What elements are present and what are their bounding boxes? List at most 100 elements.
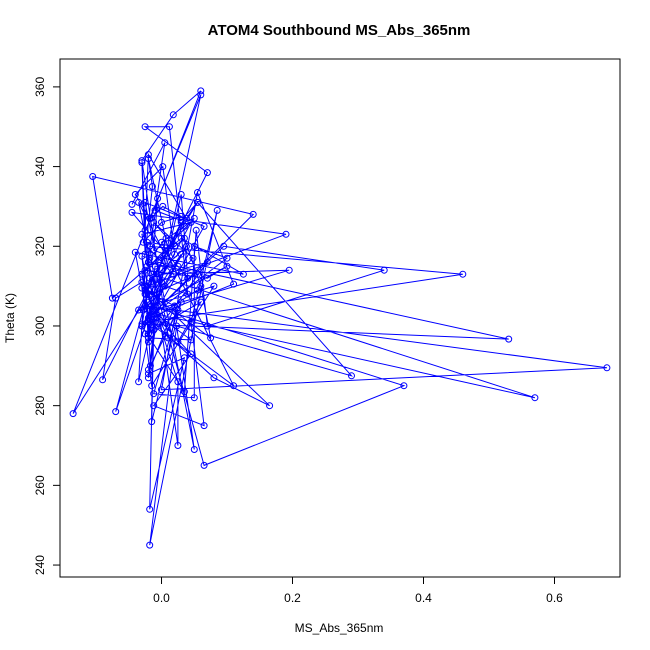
series-layer: [69, 87, 611, 549]
data-point: [230, 382, 238, 390]
data-point: [190, 242, 198, 250]
data-point: [190, 394, 198, 402]
y-tick-label: 260: [33, 475, 47, 495]
data-point: [223, 262, 231, 270]
data-point: [141, 266, 149, 274]
data-point: [128, 200, 136, 208]
data-point: [148, 418, 156, 426]
data-point: [99, 376, 107, 384]
x-tick-label: 0.4: [415, 591, 432, 605]
data-point: [158, 238, 165, 246]
data-point: [144, 314, 152, 322]
data-point: [138, 159, 146, 167]
data-point: [197, 91, 205, 99]
data-point: [200, 422, 208, 430]
data-point: [182, 242, 190, 250]
data-point: [210, 282, 218, 290]
data-point: [144, 258, 152, 266]
data-point: [148, 270, 156, 278]
data-point: [266, 402, 274, 410]
data-point: [189, 254, 197, 262]
data-point: [131, 191, 139, 198]
data-point: [180, 354, 188, 362]
data-point: [380, 266, 388, 274]
data-point: [138, 278, 146, 286]
data-point: [144, 370, 152, 378]
data-point: [138, 230, 146, 238]
data-point: [151, 206, 159, 214]
data-point: [135, 378, 143, 386]
data-point: [150, 218, 158, 226]
data-point: [159, 163, 167, 171]
data-point: [151, 318, 159, 326]
data-point: [177, 191, 185, 198]
data-point: [89, 173, 97, 180]
y-axis-label: Theta (K): [3, 293, 17, 343]
data-point: [459, 270, 467, 278]
data-point: [177, 298, 185, 306]
data-point: [146, 254, 154, 262]
data-point: [143, 262, 151, 270]
data-point: [146, 505, 154, 513]
y-tick-label: 360: [33, 77, 47, 97]
data-point: [131, 248, 139, 256]
data-point: [161, 250, 169, 258]
data-point: [230, 280, 238, 288]
data-point: [146, 541, 154, 549]
x-axis: 0.0 0.2 0.4 0.6: [153, 576, 563, 605]
data-point: [194, 270, 201, 278]
data-point: [141, 290, 149, 298]
data-point: [150, 326, 158, 334]
data-point: [180, 388, 188, 396]
data-point: [158, 218, 165, 226]
data-point: [177, 234, 185, 242]
data-point: [187, 318, 195, 326]
data-point: [239, 270, 247, 278]
data-point: [146, 242, 154, 250]
data-point: [139, 238, 147, 246]
data-point: [200, 461, 208, 469]
data-point: [138, 320, 146, 328]
data-point: [187, 336, 195, 344]
data-point: [223, 254, 231, 262]
data-point: [161, 282, 169, 290]
data-point: [184, 274, 192, 282]
data-point: [210, 374, 218, 382]
data-point: [159, 202, 167, 210]
data-point: [146, 274, 154, 282]
data-point: [112, 294, 120, 302]
data-point: [197, 87, 205, 95]
data-point: [165, 123, 173, 131]
data-point: [143, 282, 151, 290]
data-point: [112, 408, 120, 416]
data-point: [184, 290, 192, 298]
data-point: [144, 318, 152, 326]
data-point: [213, 206, 221, 214]
data-point: [128, 208, 136, 216]
data-point: [200, 222, 208, 230]
data-point: [171, 242, 179, 250]
data-point: [144, 330, 152, 338]
data-point: [143, 298, 151, 306]
data-point: [146, 214, 154, 222]
data-point: [285, 266, 293, 274]
data-point: [138, 157, 146, 165]
data-point: [141, 198, 149, 206]
data-point: [174, 378, 182, 386]
chart-title: ATOM4 Southbound MS_Abs_365nm: [208, 22, 471, 39]
data-point: [146, 362, 154, 370]
data-point: [135, 306, 143, 314]
y-tick-label: 340: [33, 156, 47, 176]
data-point: [139, 306, 147, 314]
x-axis-label: MS_Abs_365nm: [295, 621, 384, 635]
data-point: [150, 390, 158, 398]
data-point: [144, 151, 152, 159]
data-point: [174, 442, 182, 449]
data-point: [154, 195, 162, 202]
data-point: [203, 274, 211, 282]
data-point: [148, 382, 156, 390]
data-point: [150, 310, 158, 318]
data-point: [169, 111, 177, 119]
